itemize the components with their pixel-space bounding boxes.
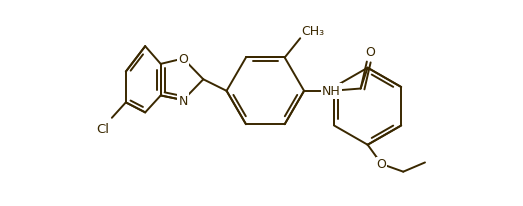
Text: O: O bbox=[178, 53, 188, 66]
Text: O: O bbox=[365, 46, 375, 59]
Text: NH: NH bbox=[322, 85, 340, 98]
Text: CH₃: CH₃ bbox=[302, 25, 325, 37]
Text: Cl: Cl bbox=[96, 122, 109, 135]
Text: N: N bbox=[178, 94, 188, 107]
Text: O: O bbox=[377, 158, 386, 171]
